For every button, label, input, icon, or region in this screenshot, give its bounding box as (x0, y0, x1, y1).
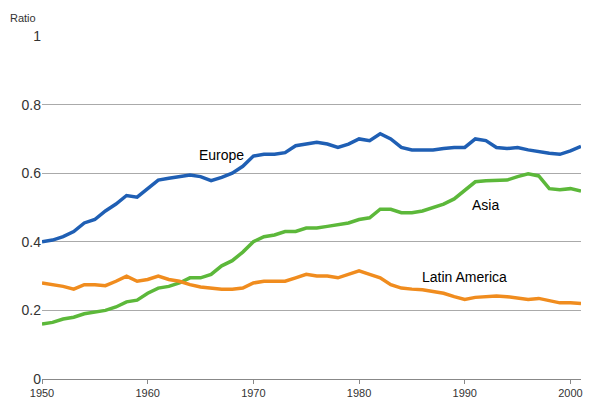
svg-text:1: 1 (33, 28, 41, 44)
svg-text:1950: 1950 (30, 387, 54, 399)
svg-text:2000: 2000 (558, 387, 582, 399)
svg-text:0.8: 0.8 (22, 97, 42, 113)
svg-text:0: 0 (33, 371, 41, 387)
svg-text:1960: 1960 (135, 387, 159, 399)
svg-text:Asia: Asia (472, 197, 499, 213)
svg-text:Latin America: Latin America (422, 269, 507, 285)
svg-text:Ratio: Ratio (10, 12, 36, 24)
svg-text:1990: 1990 (453, 387, 477, 399)
svg-text:1970: 1970 (241, 387, 265, 399)
svg-text:1980: 1980 (347, 387, 371, 399)
svg-text:0.2: 0.2 (22, 302, 42, 318)
svg-text:0.4: 0.4 (22, 234, 42, 250)
svg-text:0.6: 0.6 (22, 165, 42, 181)
svg-text:Europe: Europe (199, 147, 244, 163)
